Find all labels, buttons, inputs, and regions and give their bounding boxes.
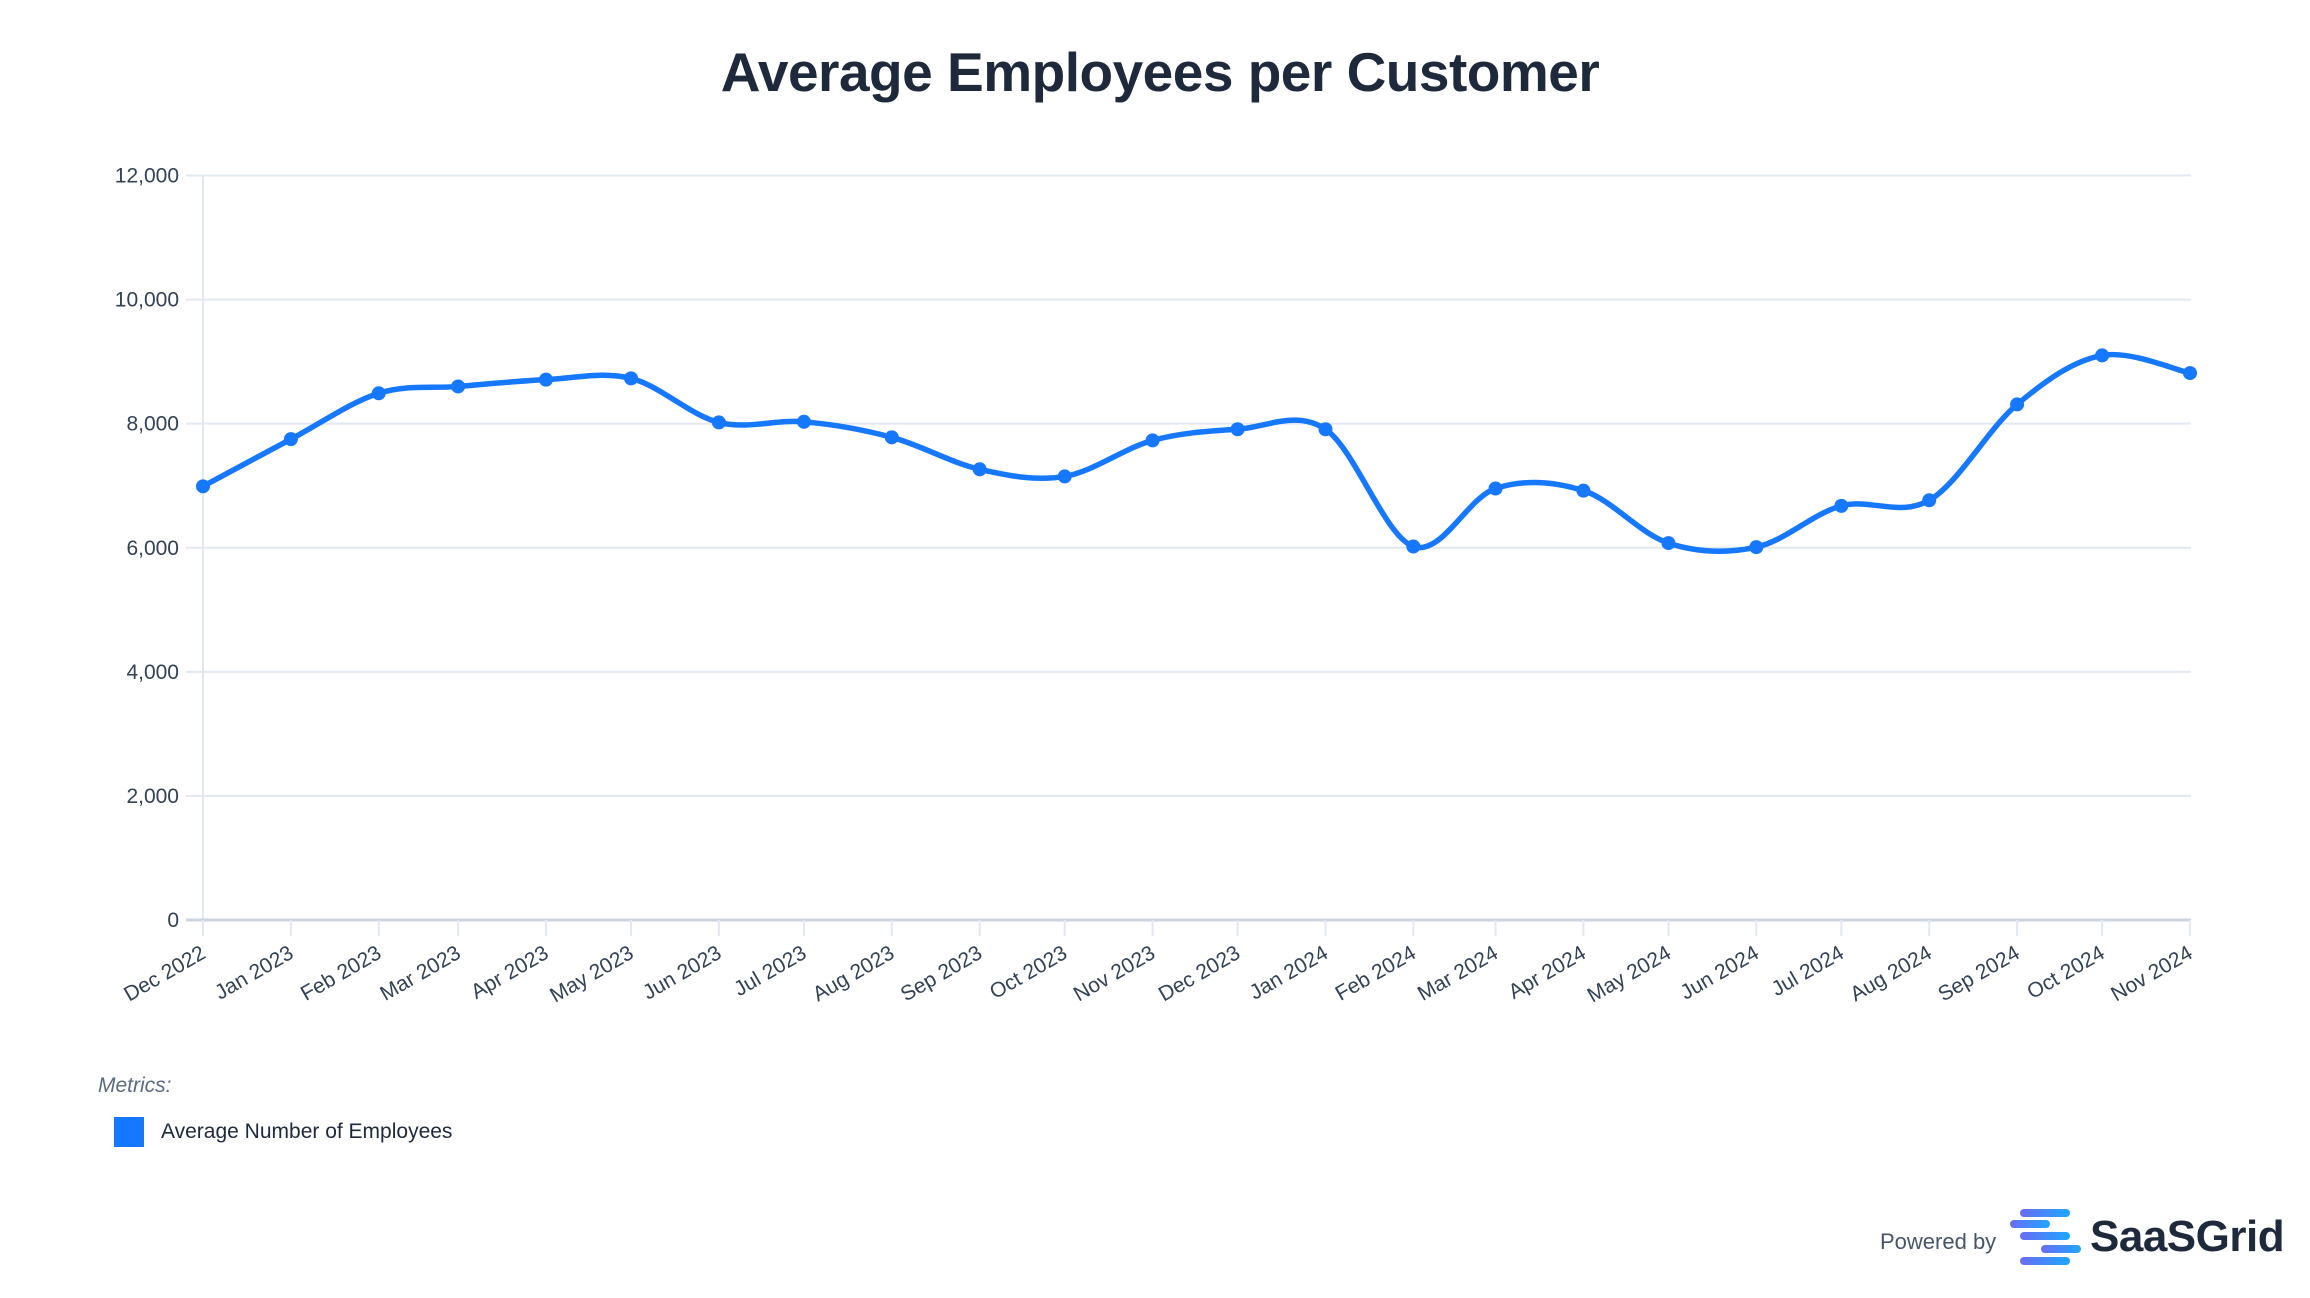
x-tick-label: Feb 2023 [297,941,385,1005]
series-line [200,351,2193,554]
data-point [1318,422,1333,437]
data-point [2010,397,2025,412]
y-axis-ticks: 0 2,000 4,000 6,000 8,000 10,000 12,000 [115,165,179,933]
x-tick-label: Mar 2023 [376,941,464,1005]
x-tick-label: Jul 2024 [1768,941,1849,1001]
data-point [711,415,726,430]
data-point [1057,469,1072,484]
data-point [1406,539,1421,554]
legend-item-average-number-of-employees[interactable]: Average Number of Employees [114,1117,452,1147]
x-tick-label: Dec 2022 [120,941,209,1006]
legend-heading: Metrics: [98,1074,172,1097]
data-point [624,371,639,386]
data-point [1576,483,1591,498]
x-tick-label: Nov 2023 [1070,941,1159,1006]
chart-title: Average Employees per Customer [720,41,1600,103]
y-tick-label: 6,000 [126,537,179,560]
saasgrid-logo-icon [2010,1209,2081,1265]
gridlines [186,174,2191,936]
brand-name: SaaSGrid [2090,1212,2285,1261]
y-tick-label: 12,000 [115,165,179,188]
data-point [972,462,987,477]
data-point [451,379,466,394]
data-point [1661,536,1676,551]
x-tick-label: Jan 2024 [1246,941,1333,1004]
data-point [196,479,210,494]
x-tick-label: Apr 2023 [467,941,552,1004]
y-tick-label: 8,000 [126,413,179,436]
x-tick-label: Sep 2024 [1934,941,2024,1006]
data-point [796,414,811,429]
legend-label: Average Number of Employees [161,1120,453,1143]
x-tick-label: Jun 2024 [1676,941,1763,1004]
x-tick-label: Jul 2023 [730,941,810,1001]
data-point [2095,348,2110,363]
data-point [1922,493,1937,508]
x-tick-label: May 2024 [1584,941,1676,1007]
data-point [2183,366,2197,381]
data-point [538,372,553,387]
data-point [1145,433,1160,448]
x-tick-label: Aug 2024 [1846,941,1936,1006]
data-point [283,432,298,447]
series-average-number-of-employees [196,348,2197,555]
x-tick-label: Jun 2023 [639,941,725,1004]
y-tick-label: 0 [167,909,179,932]
x-tick-label: Feb 2024 [1331,941,1420,1005]
x-tick-label: Oct 2023 [986,941,1071,1004]
y-tick-label: 4,000 [126,661,179,684]
x-tick-label: May 2023 [546,941,637,1007]
data-point [1749,540,1764,555]
x-tick-label: Aug 2023 [809,941,898,1006]
x-tick-label: Oct 2024 [2023,941,2109,1004]
data-point [1834,498,1849,513]
data-point [1230,422,1245,437]
y-tick-label: 2,000 [126,785,179,808]
data-point [371,386,386,401]
data-point [884,430,899,445]
x-tick-label: Apr 2024 [1505,941,1591,1004]
x-tick-label: Jan 2023 [211,941,297,1004]
x-tick-label: Dec 2023 [1155,941,1244,1006]
legend-swatch [114,1117,144,1147]
powered-by-label: Powered by [1880,1229,1997,1254]
y-tick-label: 10,000 [115,289,179,312]
x-tick-label: Mar 2024 [1414,941,1503,1005]
data-point [1488,481,1503,496]
x-tick-label: Sep 2023 [897,941,986,1006]
x-tick-label: Nov 2024 [2107,941,2197,1006]
